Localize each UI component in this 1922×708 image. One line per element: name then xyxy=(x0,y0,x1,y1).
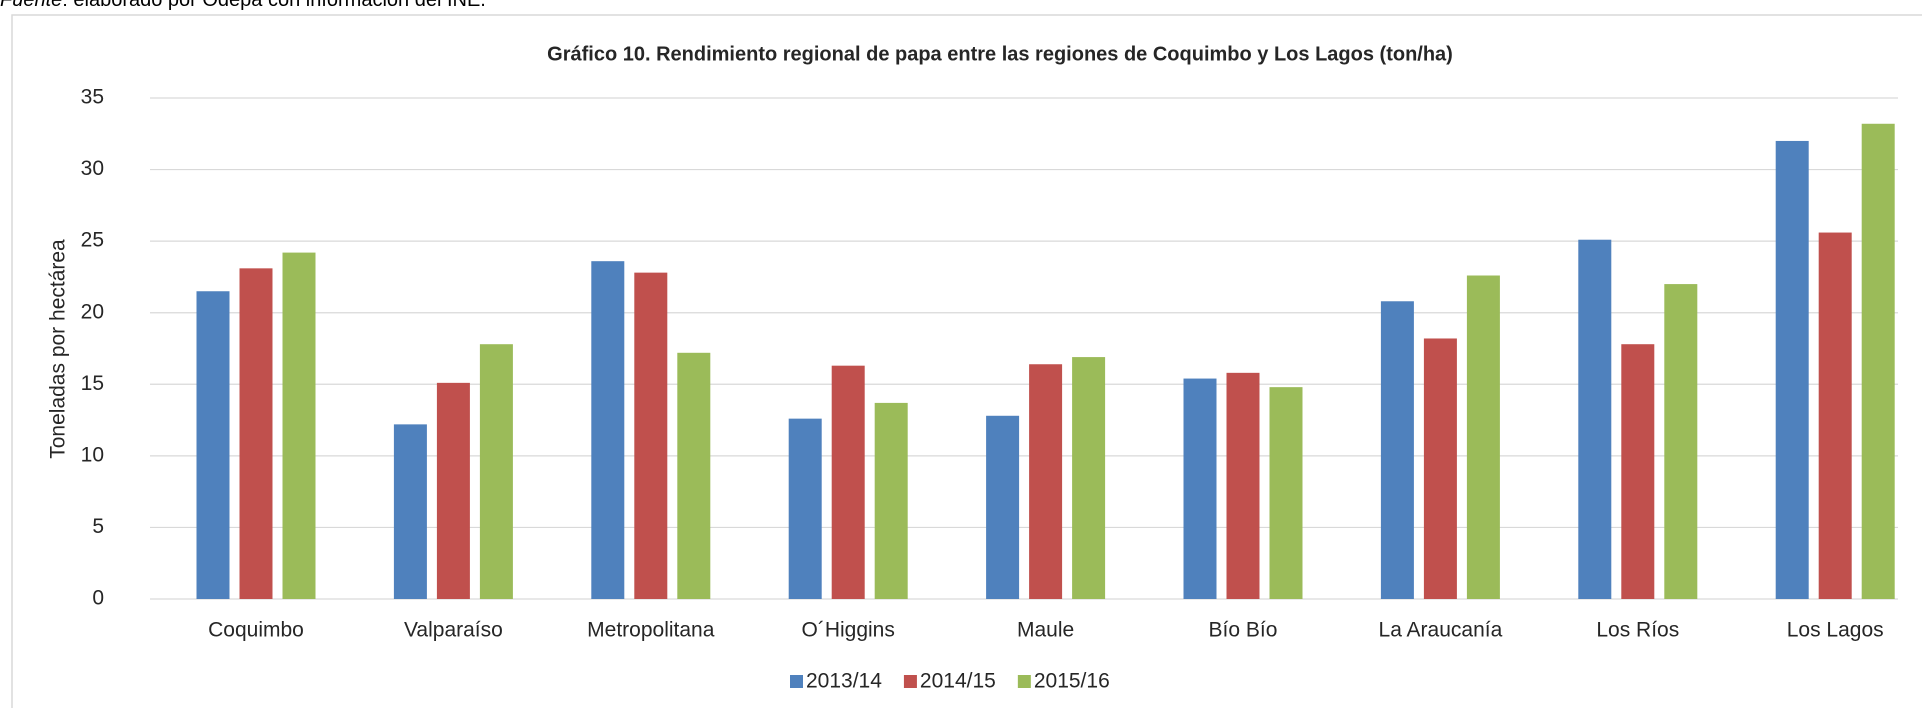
bar xyxy=(1269,387,1303,599)
y-axis-label: Toneladas por hectárea xyxy=(47,239,70,459)
chart-title: Gráfico 10. Rendimiento regional de papa… xyxy=(547,43,1453,65)
chart-frame xyxy=(11,14,1922,708)
x-tick-label: Los Ríos xyxy=(1596,619,1679,642)
legend-swatch xyxy=(903,675,917,688)
bar xyxy=(1818,232,1852,599)
y-tick-label: 15 xyxy=(81,372,104,395)
bar xyxy=(1578,239,1612,599)
bar xyxy=(1621,344,1655,599)
x-tick-label: Coquimbo xyxy=(208,619,304,642)
bar xyxy=(1861,123,1895,599)
bar xyxy=(831,365,865,599)
bar xyxy=(479,344,513,599)
bar xyxy=(591,261,625,599)
x-tick-label: O´Higgins xyxy=(802,619,895,642)
legend-label: 2014/15 xyxy=(920,670,996,693)
bar xyxy=(1380,301,1414,599)
bar xyxy=(1072,357,1106,599)
bar xyxy=(1423,338,1457,599)
bar xyxy=(788,418,822,599)
plot: 0 5 10 15 20 25 30 35 Coquimbo Valparaíso Metropol… xyxy=(81,86,1898,693)
y-tick-label: 35 xyxy=(81,86,104,109)
y-tick-label: 5 xyxy=(92,515,104,538)
x-tick-label: Bío Bío xyxy=(1209,619,1278,642)
bar xyxy=(282,252,316,599)
legend-swatch xyxy=(790,675,803,688)
bar xyxy=(393,424,427,599)
x-tick-label: Metropolitana xyxy=(587,619,715,642)
source-text: : elaborado por Odepa con información de… xyxy=(62,0,486,11)
x-tick-label: La Araucanía xyxy=(1379,619,1503,642)
bar xyxy=(634,272,668,599)
bar xyxy=(1029,364,1063,599)
source-label: Fuente xyxy=(0,0,62,11)
x-tick-label: Valparaíso xyxy=(404,619,503,642)
bar xyxy=(1664,284,1698,599)
y-tick-label: 20 xyxy=(81,300,104,323)
bar xyxy=(1183,378,1217,599)
x-tick-label: Los Lagos xyxy=(1787,619,1884,642)
bar xyxy=(1775,140,1809,599)
x-tick-label: Maule xyxy=(1017,619,1074,642)
legend-swatch xyxy=(1017,675,1031,688)
y-tick-label: 30 xyxy=(81,157,104,180)
legend-label: 2013/14 xyxy=(806,670,882,693)
y-tick-label: 0 xyxy=(92,587,104,610)
bar xyxy=(874,402,908,599)
source-note: Fuente: elaborado por Odepa con informac… xyxy=(0,0,486,11)
bar xyxy=(1226,372,1260,599)
bar xyxy=(239,268,273,599)
y-tick-label: 10 xyxy=(81,443,104,466)
legend-label: 2015/16 xyxy=(1034,670,1110,693)
y-tick-label: 25 xyxy=(81,229,104,252)
bar xyxy=(196,291,230,599)
bar xyxy=(677,352,711,599)
bar xyxy=(986,415,1020,599)
bar xyxy=(1466,275,1500,599)
bar xyxy=(436,382,470,599)
